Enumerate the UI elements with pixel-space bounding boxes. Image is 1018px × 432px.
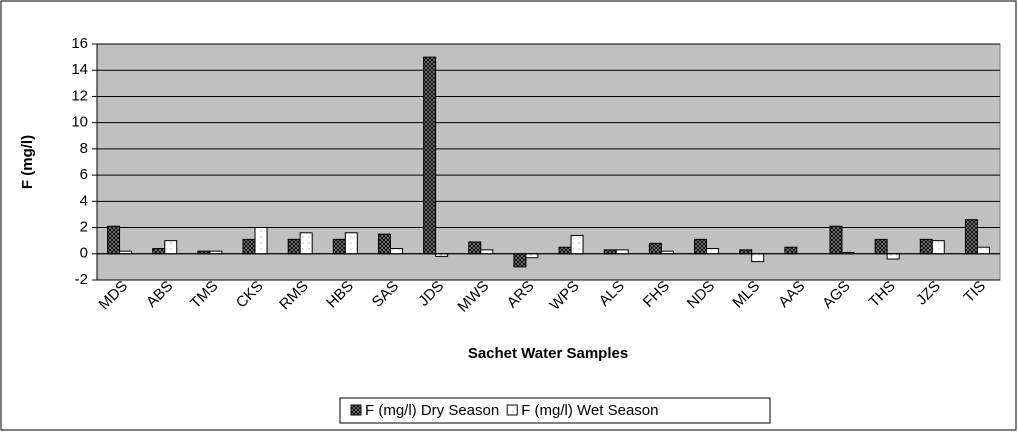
bar (152, 248, 166, 255)
y-tick-label: 4 (80, 192, 88, 209)
bar (739, 249, 753, 255)
bar (107, 225, 121, 255)
legend-label: F (mg/l) Dry Season (365, 402, 499, 419)
bar (874, 238, 888, 255)
bar (299, 232, 313, 255)
bar (164, 240, 178, 255)
bar (886, 253, 900, 260)
bar (648, 242, 662, 255)
y-tick-label: 14 (71, 61, 88, 78)
legend-label: F (mg/l) Wet Season (521, 402, 658, 419)
legend-swatch (506, 404, 518, 416)
bar (480, 249, 494, 255)
y-tick-label: -2 (75, 271, 88, 288)
y-tick-label: 6 (80, 166, 88, 183)
x-axis-title: Sachet Water Samples (468, 345, 628, 362)
y-tick-label: 10 (71, 114, 88, 131)
bar (389, 248, 403, 255)
bar (964, 219, 978, 255)
legend (339, 397, 771, 424)
bar (423, 56, 437, 255)
y-tick-label: 16 (71, 35, 88, 52)
y-tick-label: 0 (80, 245, 88, 262)
bar (784, 246, 798, 255)
bar (525, 253, 539, 259)
bar (976, 246, 990, 255)
bar (377, 233, 391, 255)
bar (242, 238, 256, 255)
bar (513, 253, 527, 268)
y-tick-label: 2 (80, 219, 88, 236)
bar (344, 232, 358, 255)
bar (254, 227, 268, 255)
bar (706, 248, 720, 255)
y-tick-label: 12 (71, 87, 88, 104)
bar (603, 249, 617, 255)
y-axis-title: F (mg/l) (19, 135, 36, 189)
bar (468, 241, 482, 255)
bar (615, 249, 629, 255)
bar (919, 238, 933, 255)
y-tick-label: 8 (80, 140, 88, 157)
bar (829, 225, 843, 255)
bar (287, 238, 301, 255)
bar (558, 246, 572, 255)
bar (694, 238, 708, 255)
bar (751, 253, 765, 263)
bar (570, 234, 584, 255)
legend-swatch (350, 404, 362, 416)
bar (332, 238, 346, 255)
plot-area (96, 43, 1001, 281)
bar (931, 240, 945, 255)
